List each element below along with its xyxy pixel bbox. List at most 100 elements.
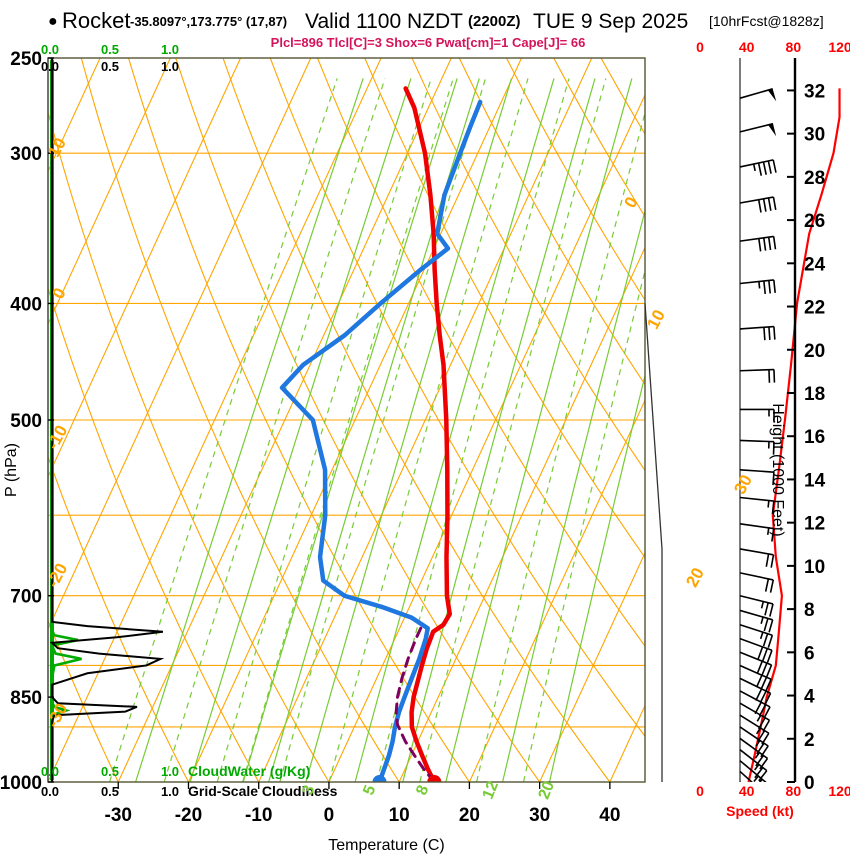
profile-curve-dewpoint xyxy=(279,99,483,782)
cloudiness-top-tick: 1.0 xyxy=(161,59,179,74)
temperature-axis-label: Temperature (C) xyxy=(328,837,444,854)
dry-adiabat-line xyxy=(506,58,645,301)
wind-barb xyxy=(739,88,777,102)
mixing-ratio-line xyxy=(268,78,480,782)
isotherm-line xyxy=(398,246,645,782)
cloudwater-bottom-tick: 1.0 xyxy=(161,764,179,779)
pressure-tick-label-1000: 1000 xyxy=(0,773,42,794)
cloudwater-bottom-tick: 0.5 xyxy=(101,764,119,779)
speed-axis-label: Speed (kt) xyxy=(726,803,794,819)
mixing-ratio-line xyxy=(354,78,555,782)
mixing-ratio-line xyxy=(445,78,633,782)
wind-barb xyxy=(739,637,773,663)
cloudiness-bottom-tick: 1.0 xyxy=(161,784,179,799)
dry-adiabat-line xyxy=(269,58,645,738)
temperature-tick-label: 0 xyxy=(324,805,335,826)
wind-barb xyxy=(739,690,771,719)
height-tick-label-4: 4 xyxy=(804,687,815,708)
surface-temperature-marker xyxy=(427,775,442,782)
valid-date: TUE 9 Sep 2025 xyxy=(533,10,688,33)
dry-adiabat-line xyxy=(80,58,400,782)
isotherm-line xyxy=(328,93,645,782)
axes xyxy=(47,57,797,789)
wind-barb xyxy=(739,664,772,692)
mixing-ratio-line xyxy=(135,78,364,782)
pressure-tick-label-400: 400 xyxy=(10,294,42,315)
wind-barb xyxy=(739,594,774,617)
isotherm-line xyxy=(48,58,312,631)
height-tick-label-28: 28 xyxy=(804,168,825,189)
wind-barb xyxy=(739,468,775,486)
speed-tick-label: 40 xyxy=(739,39,755,55)
mixing-ratio-label: 5 xyxy=(360,783,379,798)
pressure-tick-label-500: 500 xyxy=(10,411,42,432)
pressure-tick-label-300: 300 xyxy=(10,144,42,165)
height-tick-label-12: 12 xyxy=(804,514,825,535)
dry-adiabat-line xyxy=(790,58,850,782)
station-marker-icon: ● xyxy=(48,13,58,30)
wind-barb xyxy=(739,159,777,176)
panel-cut-line xyxy=(644,303,663,782)
isotherm-line xyxy=(539,551,645,782)
dry-adiabat-line xyxy=(458,58,645,386)
temperature-tick-label: 40 xyxy=(599,805,620,826)
wind-barb xyxy=(739,770,753,782)
dry-adiabat-line xyxy=(837,58,850,782)
station-name: Rocket xyxy=(62,8,130,33)
speed-tick-label-bottom: 120 xyxy=(828,783,850,799)
mixing-ratio-line-dashed xyxy=(376,78,570,782)
mixing-ratio-lines xyxy=(109,78,645,782)
temperature-tick-label: 10 xyxy=(389,805,410,826)
wind-barb xyxy=(739,523,775,542)
isotherm-line xyxy=(48,58,382,782)
pressure-tick-label-250: 250 xyxy=(10,49,42,70)
wind-barb xyxy=(739,760,767,782)
mixing-ratio-line-dashed xyxy=(216,78,432,782)
pressure-tick-label-850: 850 xyxy=(10,688,42,709)
height-tick-label-10: 10 xyxy=(804,557,825,578)
speed-tick-label-bottom: 80 xyxy=(786,783,802,799)
pressure-tick-label-700: 700 xyxy=(10,587,42,608)
wind-barb xyxy=(739,651,773,678)
wind-barb xyxy=(739,325,776,341)
surface-dewpoint-marker xyxy=(372,775,387,782)
dry-adiabat-label: -20 xyxy=(43,560,71,591)
mixing-ratio-line-dashed xyxy=(475,110,645,782)
wind-barb-column xyxy=(739,58,777,782)
dry-adiabat-line xyxy=(48,455,189,782)
dry-adiabat-line xyxy=(317,58,645,647)
profile-grid-scale-cloudiness xyxy=(49,58,165,782)
mixing-ratio-line-dashed xyxy=(242,78,454,782)
isotherm-line xyxy=(48,58,242,478)
mixing-ratio-line-dashed xyxy=(163,78,386,782)
isotherm-line xyxy=(750,58,850,782)
dry-adiabat-line xyxy=(411,58,645,472)
mixing-ratio-line xyxy=(189,78,412,782)
wind-barb xyxy=(739,623,774,648)
wind-barb xyxy=(739,548,775,568)
wind-barb xyxy=(739,122,777,137)
isotherm-line xyxy=(609,704,645,782)
height-tick-label-24: 24 xyxy=(804,254,826,275)
mixing-ratio-line-dashed xyxy=(109,78,338,782)
cloudiness-top-tick: 0.0 xyxy=(41,59,59,74)
cloudwater-top-tick: 1.0 xyxy=(161,42,179,57)
height-tick-label-16: 16 xyxy=(804,427,825,448)
height-tick-label-0: 0 xyxy=(804,773,815,794)
wind-barb xyxy=(739,749,768,782)
profile-curves xyxy=(49,58,841,783)
temperature-tick-label: 30 xyxy=(529,805,550,826)
cloudiness-bottom-tick: 0.5 xyxy=(101,784,119,799)
cloudwater-axis-label: CloudWater (g/Kg) xyxy=(188,763,310,779)
mixing-ratio-line-dashed xyxy=(419,78,607,782)
valid-time: Valid 1100 NZDT xyxy=(305,10,463,33)
mixing-ratio-line-dashed xyxy=(279,78,487,782)
wind-barb xyxy=(739,609,774,633)
speed-tick-label: 120 xyxy=(828,39,850,55)
isotherm-label: 20 xyxy=(682,565,708,591)
dry-adiabat-line xyxy=(48,286,260,782)
wind-barb xyxy=(739,496,775,515)
dry-adiabat-label: -30 xyxy=(43,700,71,731)
dry-adiabat-line xyxy=(175,58,541,782)
